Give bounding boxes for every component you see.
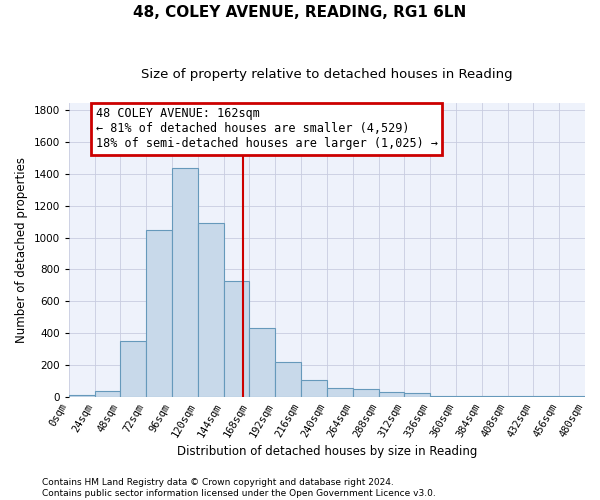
X-axis label: Distribution of detached houses by size in Reading: Distribution of detached houses by size …	[177, 444, 477, 458]
Bar	[404, 394, 430, 396]
Text: 48 COLEY AVENUE: 162sqm
← 81% of detached houses are smaller (4,529)
18% of semi: 48 COLEY AVENUE: 162sqm ← 81% of detache…	[96, 108, 438, 150]
Bar	[198, 224, 224, 396]
Bar	[172, 168, 198, 396]
Bar	[146, 230, 172, 396]
Bar	[379, 392, 404, 396]
Bar	[275, 362, 301, 396]
Bar	[69, 395, 95, 396]
Bar	[353, 390, 379, 396]
Text: Contains HM Land Registry data © Crown copyright and database right 2024.
Contai: Contains HM Land Registry data © Crown c…	[42, 478, 436, 498]
Bar	[121, 341, 146, 396]
Bar	[301, 380, 327, 396]
Bar	[250, 328, 275, 396]
Bar	[224, 280, 250, 396]
Bar	[95, 391, 121, 396]
Title: Size of property relative to detached houses in Reading: Size of property relative to detached ho…	[141, 68, 513, 80]
Text: 48, COLEY AVENUE, READING, RG1 6LN: 48, COLEY AVENUE, READING, RG1 6LN	[133, 5, 467, 20]
Y-axis label: Number of detached properties: Number of detached properties	[15, 156, 28, 342]
Bar	[327, 388, 353, 396]
